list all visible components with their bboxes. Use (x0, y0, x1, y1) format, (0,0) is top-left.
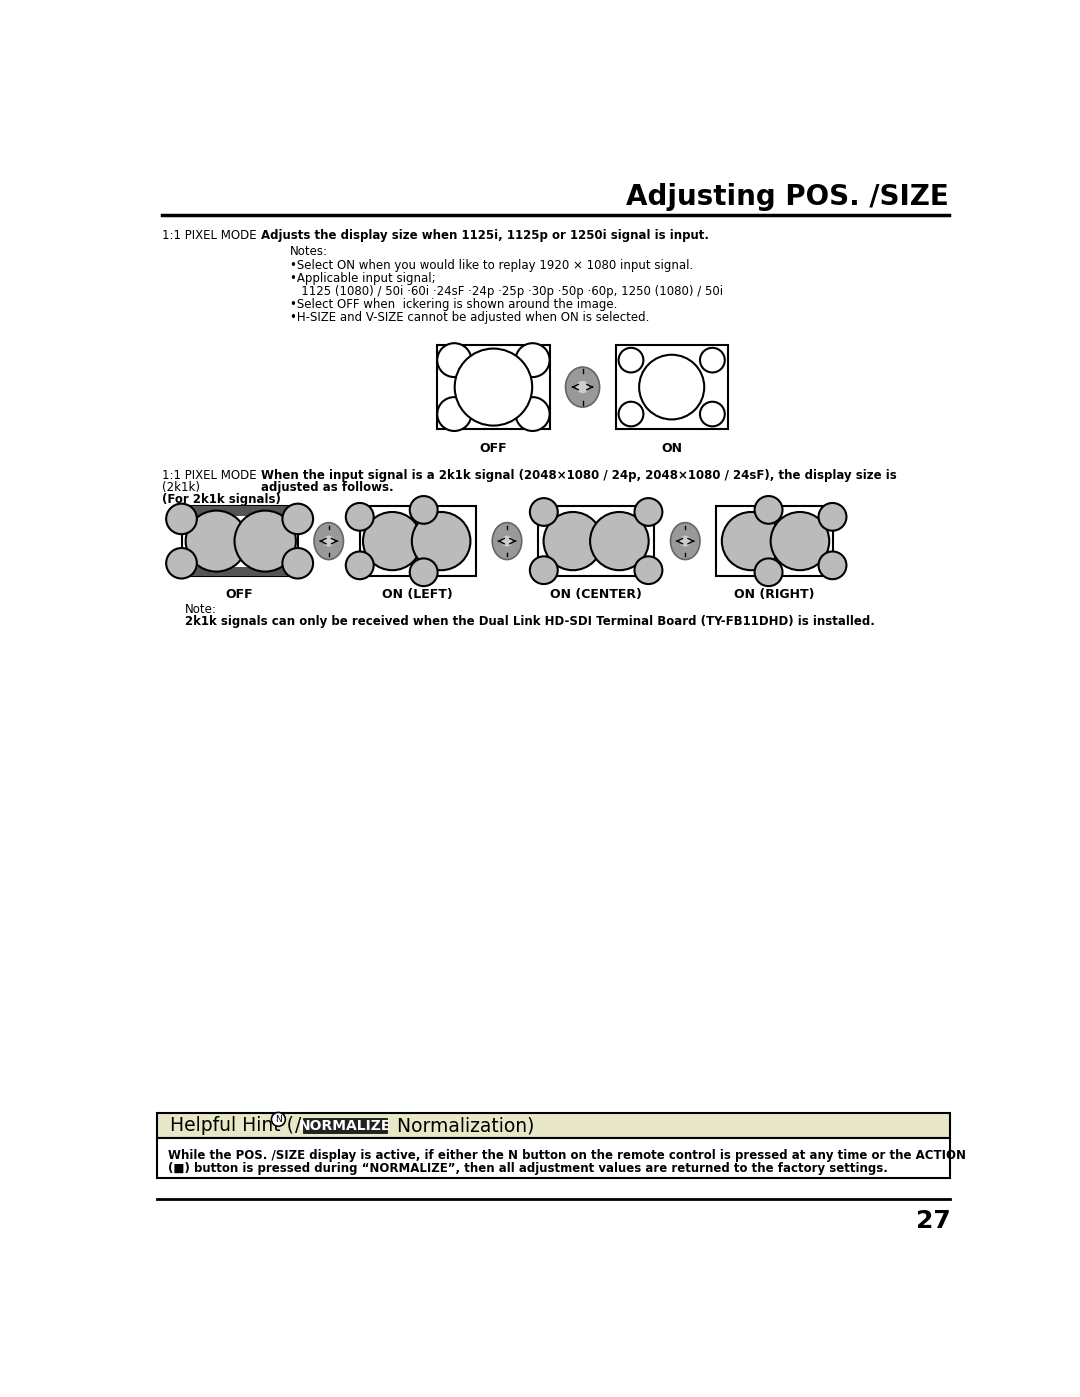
Circle shape (409, 559, 437, 587)
Text: OFF: OFF (480, 441, 508, 455)
Circle shape (771, 511, 829, 570)
Text: •H-SIZE and V-SIZE cannot be adjusted when ON is selected.: •H-SIZE and V-SIZE cannot be adjusted wh… (291, 312, 649, 324)
Text: 27: 27 (916, 1208, 950, 1234)
Text: 1:1 PIXEL MODE: 1:1 PIXEL MODE (162, 469, 257, 482)
Bar (437, 345, 550, 429)
Text: /: / (289, 1116, 308, 1134)
Text: Note:: Note: (186, 602, 217, 616)
Circle shape (455, 349, 532, 426)
Text: (■) button is pressed during “NORMALIZE”, then all adjustment values are returne: (■) button is pressed during “NORMALIZE”… (167, 1162, 888, 1175)
Circle shape (346, 552, 374, 580)
Circle shape (576, 380, 590, 394)
Circle shape (679, 535, 691, 548)
Circle shape (271, 1112, 285, 1126)
Circle shape (634, 556, 662, 584)
Text: While the POS. /SIZE display is active, if either the N button on the remote con: While the POS. /SIZE display is active, … (167, 1148, 966, 1162)
Bar (716, 507, 833, 576)
Text: Helpful Hint (: Helpful Hint ( (170, 1116, 294, 1134)
Text: •Select ON when you would like to replay 1920 × 1080 input signal.: •Select ON when you would like to replay… (291, 258, 693, 271)
Circle shape (501, 535, 513, 548)
Circle shape (411, 511, 471, 570)
Bar (181, 507, 298, 515)
Circle shape (530, 556, 557, 584)
Bar (360, 507, 476, 576)
Bar (303, 1118, 387, 1133)
Text: ON (RIGHT): ON (RIGHT) (734, 588, 814, 601)
Bar (157, 1113, 950, 1137)
Circle shape (186, 510, 247, 571)
Text: 2k1k signals can only be received when the Dual Link HD-SDI Terminal Board (TY-F: 2k1k signals can only be received when t… (186, 615, 875, 629)
Text: OFF: OFF (226, 588, 254, 601)
Circle shape (634, 499, 662, 525)
Ellipse shape (566, 367, 599, 407)
Text: ON (LEFT): ON (LEFT) (382, 588, 454, 601)
Circle shape (437, 397, 471, 432)
Text: ON (CENTER): ON (CENTER) (550, 588, 643, 601)
Text: N: N (275, 1115, 282, 1123)
Circle shape (530, 499, 557, 525)
Text: 1:1 PIXEL MODE: 1:1 PIXEL MODE (162, 229, 257, 242)
Circle shape (282, 504, 313, 534)
Circle shape (619, 348, 644, 373)
Circle shape (515, 397, 550, 432)
Circle shape (721, 511, 781, 570)
Circle shape (515, 344, 550, 377)
Circle shape (755, 559, 783, 587)
Bar (181, 567, 298, 576)
Circle shape (323, 535, 335, 548)
Circle shape (619, 402, 644, 426)
Circle shape (234, 510, 296, 571)
Bar (616, 345, 728, 429)
Text: NORMALIZE: NORMALIZE (299, 1119, 391, 1133)
Text: •Select OFF when  ickering is shown around the image.: •Select OFF when ickering is shown aroun… (291, 298, 618, 310)
Circle shape (282, 548, 313, 578)
Circle shape (346, 503, 374, 531)
Circle shape (755, 496, 783, 524)
Text: (2k1k): (2k1k) (162, 481, 200, 495)
Circle shape (166, 504, 197, 534)
Text: Adjusts the display size when 1125i, 1125p or 1250i signal is input.: Adjusts the display size when 1125i, 112… (260, 229, 708, 242)
Ellipse shape (671, 522, 700, 560)
Circle shape (166, 548, 197, 578)
Text: •Applicable input signal;: •Applicable input signal; (291, 271, 435, 285)
Circle shape (819, 503, 847, 531)
Bar (181, 507, 298, 576)
Text: ON: ON (661, 441, 683, 455)
Circle shape (409, 496, 437, 524)
Text: Notes:: Notes: (291, 244, 328, 257)
Circle shape (590, 511, 649, 570)
Circle shape (700, 402, 725, 426)
Circle shape (363, 511, 421, 570)
Circle shape (543, 511, 603, 570)
Text: adjusted as follows.: adjusted as follows. (260, 481, 393, 495)
Text: (For 2k1k signals): (For 2k1k signals) (162, 493, 281, 506)
Circle shape (639, 355, 704, 419)
Bar (157, 1137, 950, 1178)
Bar (538, 507, 654, 576)
Text: 1125 (1080) / 50i ·60i ·24sF ·24p ·25p ·30p ·50p ·60p, 1250 (1080) / 50i: 1125 (1080) / 50i ·60i ·24sF ·24p ·25p ·… (291, 285, 724, 298)
Text: When the input signal is a 2k1k signal (2048×1080 / 24p, 2048×1080 / 24sF), the : When the input signal is a 2k1k signal (… (260, 469, 896, 482)
Text: Normalization): Normalization) (391, 1116, 535, 1134)
Text: Adjusting POS. /SIZE: Adjusting POS. /SIZE (626, 183, 948, 211)
Circle shape (437, 344, 471, 377)
Ellipse shape (314, 522, 343, 560)
Circle shape (819, 552, 847, 580)
Ellipse shape (492, 522, 522, 560)
Circle shape (700, 348, 725, 373)
